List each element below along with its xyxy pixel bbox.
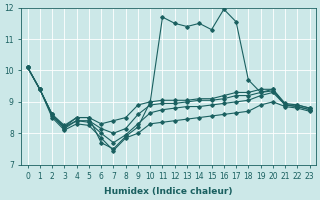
X-axis label: Humidex (Indice chaleur): Humidex (Indice chaleur) (104, 187, 233, 196)
